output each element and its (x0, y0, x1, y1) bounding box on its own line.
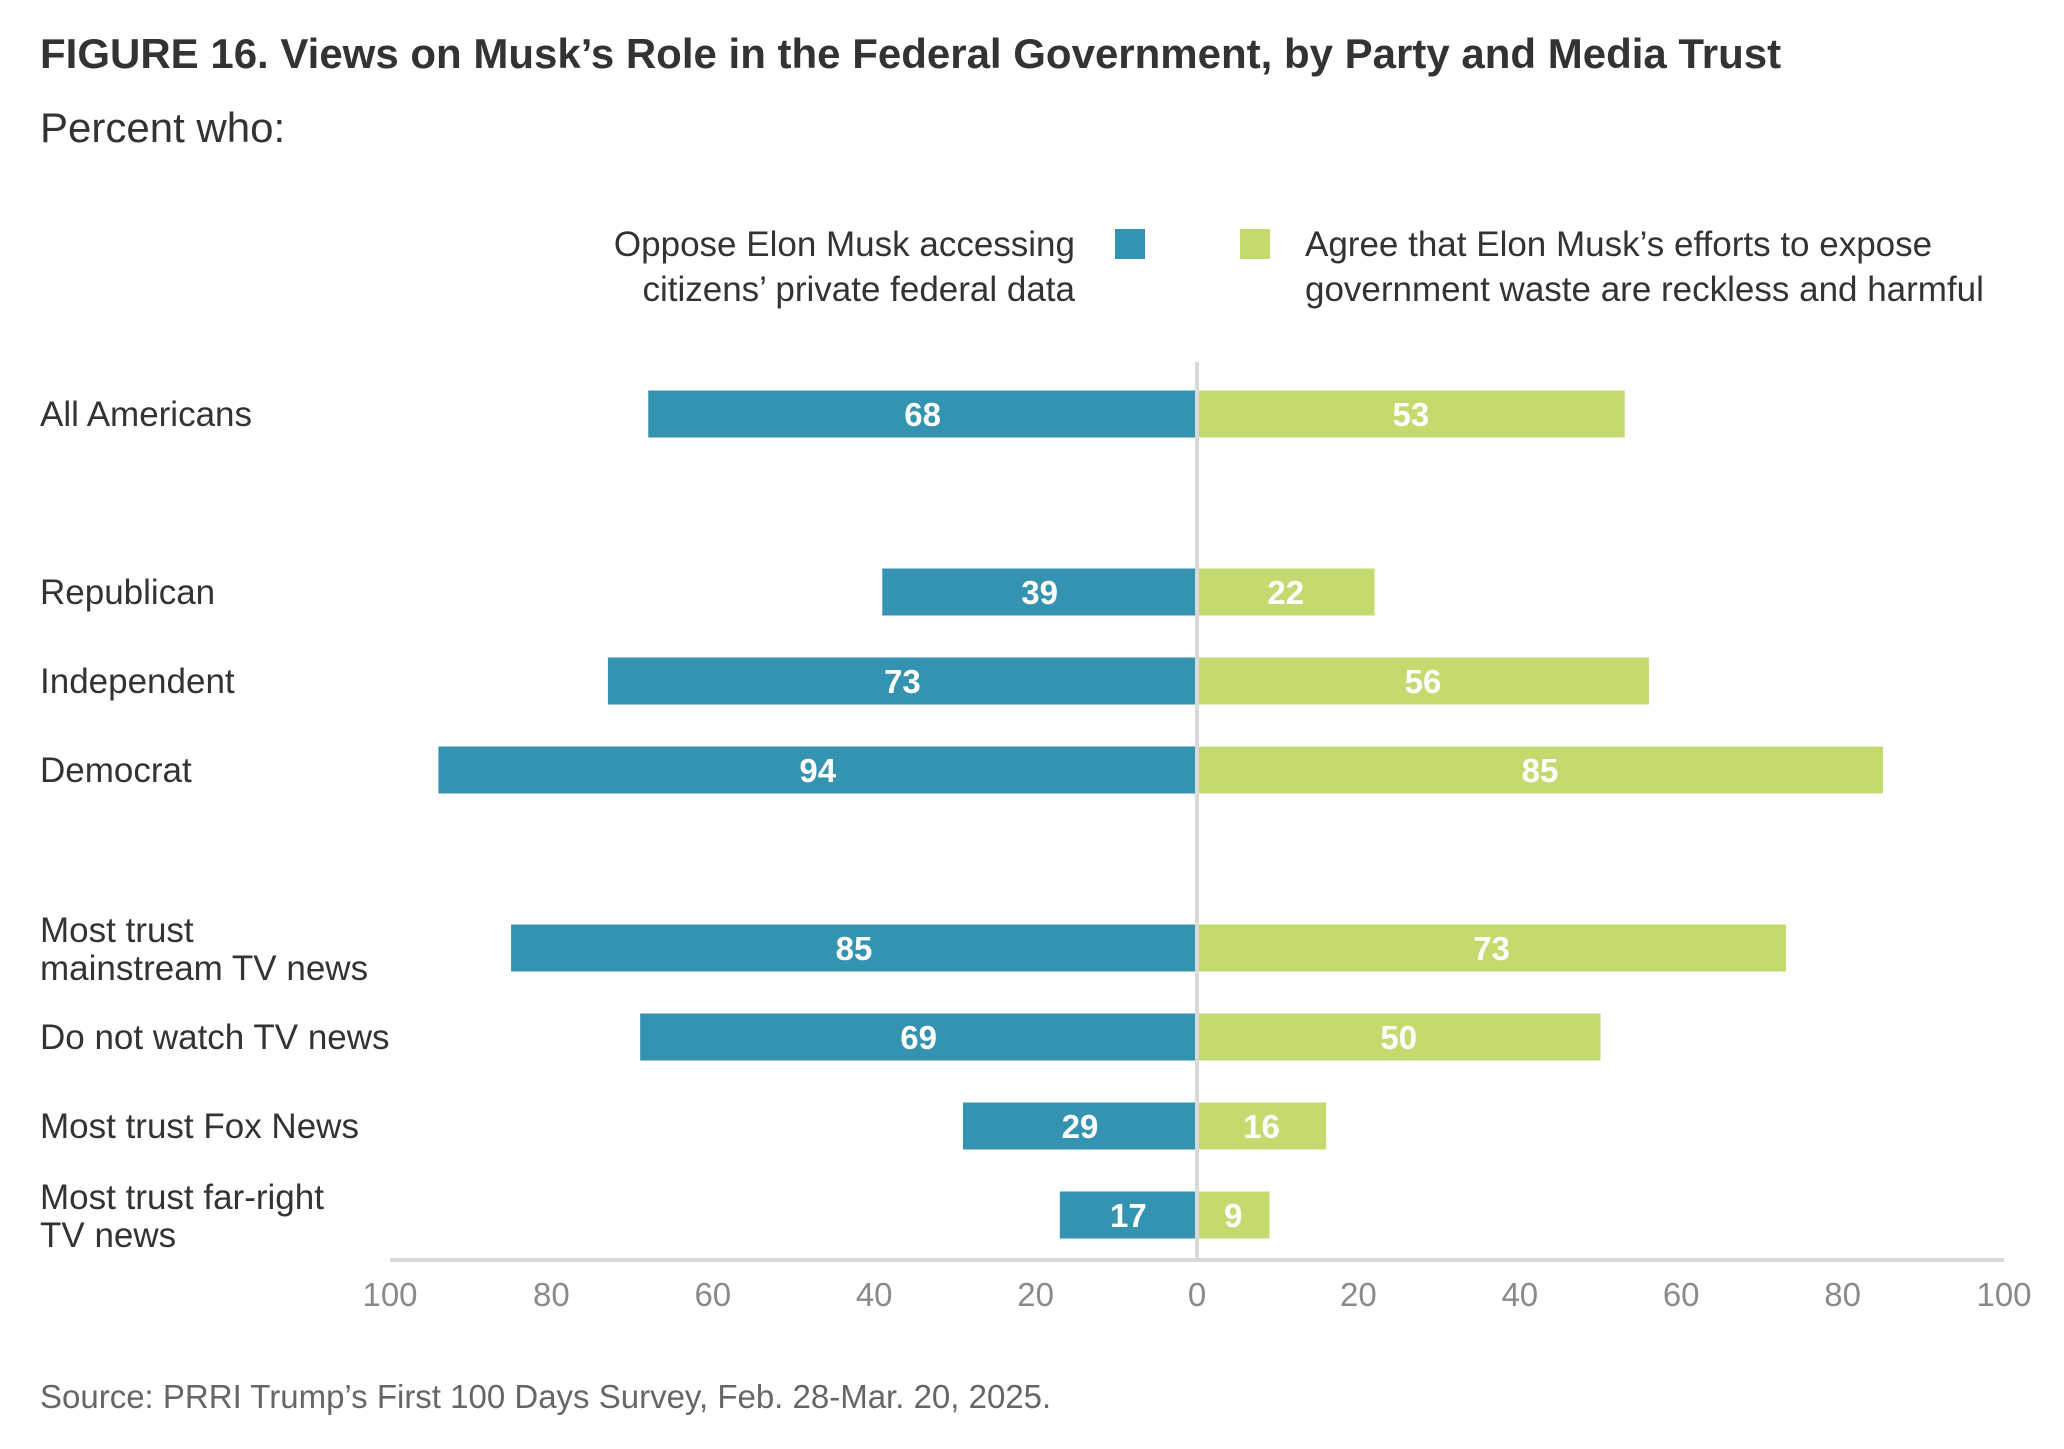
category-label: All Americans (40, 395, 252, 434)
bar-agree (1197, 924, 1787, 972)
bars-agree: 53 22 56 85 73 50 16 9 (1197, 390, 1883, 1239)
x-tick-label: 40 (856, 1276, 893, 1313)
legend: Oppose Elon Musk accessing citizens’ priv… (614, 225, 1984, 309)
x-tick-label: 80 (533, 1276, 570, 1313)
bar-value-label: 9 (1224, 1197, 1242, 1234)
category-label: Most trust Fox News (40, 1107, 359, 1146)
bar-oppose (640, 1013, 1197, 1061)
bar-value-label: 73 (1473, 930, 1510, 967)
bar-agree (1197, 657, 1649, 705)
bar-value-label: 29 (1062, 1108, 1099, 1145)
chart-subtitle: Percent who: (40, 104, 286, 151)
bar-value-label: 39 (1021, 574, 1058, 611)
bar-agree (1197, 1102, 1327, 1150)
chart-title: FIGURE 16. Views on Musk’s Role in the F… (40, 30, 1782, 77)
bar-oppose (511, 924, 1197, 972)
bars-oppose: 68 39 73 94 85 69 29 17 (438, 390, 1197, 1239)
bar-agree (1197, 1191, 1270, 1239)
x-tick-label: 0 (1188, 1276, 1206, 1313)
x-tick-label: 100 (362, 1276, 417, 1313)
category-label: Most trust mainstream TV news (40, 911, 368, 988)
legend-swatch-oppose (1115, 229, 1145, 259)
bar-value-label: 85 (1522, 752, 1559, 789)
bar-agree (1197, 568, 1375, 616)
bar-value-label: 69 (900, 1019, 937, 1056)
bar-value-label: 73 (884, 663, 921, 700)
bar-oppose (962, 1102, 1197, 1150)
category-label: Republican (40, 573, 215, 612)
axes: 100 80 60 40 20 0 20 40 60 80 100 (362, 362, 2032, 1313)
bar-agree (1197, 746, 1883, 794)
bar-value-label: 50 (1380, 1019, 1417, 1056)
bar-value-label: 22 (1267, 574, 1304, 611)
bar-value-label: 56 (1405, 663, 1442, 700)
bar-agree (1197, 390, 1625, 438)
bar-value-label: 94 (799, 752, 836, 789)
x-tick-label: 20 (1017, 1276, 1054, 1313)
category-labels: All Americans Republican Independent Democr… (40, 395, 390, 1255)
source-note: Source: PRRI Trump’s First 100 Days Surv… (40, 1378, 1052, 1415)
x-tick-label: 80 (1824, 1276, 1861, 1313)
bar-value-label: 68 (904, 396, 941, 433)
category-label: Do not watch TV news (40, 1018, 390, 1057)
bar-value-label: 85 (836, 930, 873, 967)
category-label: Democrat (40, 751, 192, 790)
x-tick-label: 40 (1501, 1276, 1538, 1313)
category-label: Most trust far-right TV news (40, 1178, 324, 1255)
bar-oppose (882, 568, 1197, 616)
bar-value-label: 16 (1243, 1108, 1280, 1145)
bar-oppose (648, 390, 1197, 438)
bar-agree (1197, 1013, 1601, 1061)
legend-label-oppose: Oppose Elon Musk accessing citizens’ priv… (614, 225, 1076, 309)
x-tick-label: 20 (1340, 1276, 1377, 1313)
category-label: Independent (40, 662, 235, 701)
bar-oppose (438, 746, 1197, 794)
legend-label-agree: Agree that Elon Musk’s efforts to expose… (1305, 225, 1984, 309)
bar-oppose (1059, 1191, 1197, 1239)
bar-value-label: 17 (1110, 1197, 1147, 1234)
bar-value-label: 53 (1392, 396, 1429, 433)
x-tick-label: 60 (694, 1276, 731, 1313)
legend-swatch-agree (1240, 229, 1270, 259)
x-tick-label: 100 (1976, 1276, 2031, 1313)
bar-oppose (607, 657, 1197, 705)
x-tick-label: 60 (1663, 1276, 1700, 1313)
